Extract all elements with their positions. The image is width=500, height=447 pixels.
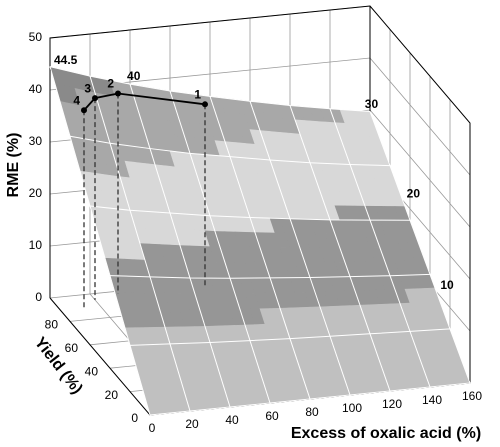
surface-label: 30 bbox=[365, 97, 379, 111]
y-tick-label: 40 bbox=[85, 364, 99, 378]
x-tick-label: 60 bbox=[265, 409, 279, 423]
surface-grid-line bbox=[249, 101, 351, 396]
z-tick-label: 30 bbox=[29, 134, 43, 148]
x-tick-label: 20 bbox=[185, 417, 199, 431]
z-tick-label: 50 bbox=[29, 30, 43, 44]
connect-line bbox=[83, 92, 206, 111]
y-tick-label: 60 bbox=[65, 341, 79, 355]
x-axis-title: Excess of oxalic acid (%) bbox=[291, 425, 481, 442]
surface-grid-line bbox=[169, 90, 271, 404]
point-label: 1 bbox=[194, 87, 201, 101]
y-tick-label: 20 bbox=[105, 388, 119, 402]
z-tick-label: 40 bbox=[29, 82, 43, 96]
x-tick-label: 120 bbox=[382, 397, 402, 411]
surface-grid-line bbox=[369, 111, 471, 384]
surface-grid-line bbox=[89, 75, 191, 412]
point bbox=[202, 101, 208, 108]
x-tick-label: 0 bbox=[149, 421, 156, 435]
z-tick-label: 0 bbox=[35, 290, 42, 304]
point-label: 2 bbox=[107, 77, 114, 91]
surface-grid-line bbox=[329, 108, 431, 388]
y-tick-label: 0 bbox=[131, 411, 138, 425]
point bbox=[92, 95, 98, 102]
z-tick-label: 10 bbox=[29, 238, 43, 252]
x-tick-label: 160 bbox=[462, 389, 482, 403]
x-tick-label: 140 bbox=[422, 393, 442, 407]
z-axis-title: RME (%) bbox=[5, 133, 22, 198]
surface-grid-line bbox=[209, 96, 311, 400]
y-tick-label: 80 bbox=[45, 318, 59, 332]
surface-label: 40 bbox=[127, 69, 141, 83]
surface-label: 20 bbox=[407, 186, 421, 200]
x-tick-label: 80 bbox=[305, 405, 319, 419]
point bbox=[115, 90, 121, 97]
x-tick-label: 100 bbox=[342, 401, 362, 415]
x-tick-label: 40 bbox=[225, 413, 239, 427]
surface-label: 44.5 bbox=[54, 53, 78, 67]
point bbox=[81, 107, 87, 114]
surface-grid-line bbox=[129, 83, 231, 408]
surface-label: 10 bbox=[440, 278, 454, 292]
z-tick-label: 20 bbox=[29, 186, 43, 200]
surface-grid-line bbox=[289, 105, 391, 392]
point-label: 4 bbox=[73, 93, 80, 107]
point-label: 3 bbox=[84, 81, 91, 95]
surface-grid-line bbox=[49, 66, 151, 416]
